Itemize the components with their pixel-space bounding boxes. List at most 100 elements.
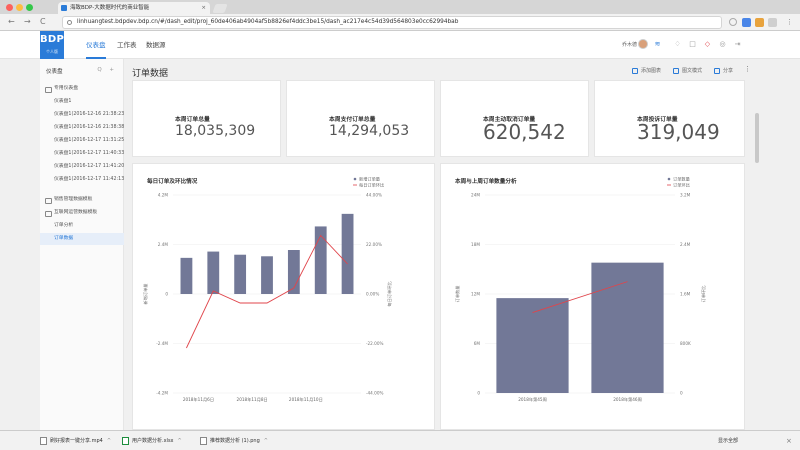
file-icon	[122, 437, 129, 445]
legend-label: 订单环比	[673, 182, 690, 189]
nav-datasource[interactable]: 数据源	[146, 41, 166, 49]
chevron-up-icon[interactable]: ^	[106, 438, 112, 444]
browser-menu-icon[interactable]: ⋮	[786, 18, 793, 26]
kpi-card-paid[interactable]: 本周支付订单总量 14,294,053	[286, 80, 435, 157]
y-tick-label: 6M	[474, 341, 481, 346]
chevron-up-icon[interactable]: ^	[263, 438, 268, 444]
y-tick-label: 0	[477, 391, 480, 396]
x-tick-label: 2018年11月6日	[183, 396, 214, 403]
wifi-icon[interactable]: ≋	[654, 40, 661, 48]
add-chart-button[interactable]: 添加图表	[632, 67, 661, 74]
download-item[interactable]: 推荐数据分析 (1).png ^	[200, 435, 268, 447]
kpi-card-cancelled[interactable]: 本周主动取消订单量 620,542	[440, 80, 589, 157]
more-icon[interactable]: ⋮	[744, 65, 751, 73]
y-tick-label: 0	[165, 292, 168, 297]
extension-icon-3[interactable]	[768, 18, 777, 27]
bar-5	[287, 250, 300, 294]
sidebar-item[interactable]: 仪表盘1(2016-12-16 21:38:38)	[54, 125, 124, 130]
share-label: 分享	[723, 68, 734, 74]
minimize-window-icon[interactable]	[16, 4, 23, 11]
kpi-card-orders[interactable]: 本周订单总量 18,035,309	[132, 80, 281, 157]
kpi-value: 18,035,309	[175, 123, 256, 139]
sidebar-item[interactable]: 仪表盘1(2016-12-17 11:40:33)	[54, 151, 124, 156]
bar-1	[496, 298, 569, 393]
download-label: 刷好报表一键分享.mp4	[50, 438, 103, 444]
sidebar-item-selected[interactable]: 订单数据	[40, 233, 124, 245]
y2-tick-label: -22.00%	[366, 341, 383, 346]
maximize-window-icon[interactable]	[26, 4, 33, 11]
bookmark-star-icon[interactable]	[729, 18, 737, 26]
downloads-bar: 刷好报表一键分享.mp4 ^ 用户数据分析.xlsx ^ 推荐数据分析 (1).pn…	[0, 430, 800, 450]
browser-tab-bar: 海致BDP-大数据时代的商业智能 ×	[0, 0, 800, 14]
sidebar-item[interactable]: 仪表盘1	[54, 99, 72, 104]
graphic-mode-button[interactable]: 图文模式	[673, 67, 702, 74]
tab-close-icon[interactable]: ×	[201, 5, 206, 11]
kpi-label: 本周主动取消订单量	[483, 117, 536, 123]
app-header: BDP 个人版 仪表盘 工作表 数据源 乔木德 ≋ ♢ □ ◇ ◎ ⇥	[0, 31, 800, 59]
kpi-value: 620,542	[483, 120, 566, 144]
x-tick-label: 2018年11月10日	[289, 396, 323, 403]
sidebar-folder[interactable]: 专用仪表盘	[40, 83, 124, 95]
sidebar-item[interactable]: 订单分析	[54, 223, 74, 228]
bar-7	[341, 213, 354, 294]
sidebar-item[interactable]: 仪表盘1(2016-12-17 11:41:20)	[54, 164, 124, 169]
close-downloads-icon[interactable]: ×	[786, 437, 792, 445]
kpi-label: 本周投诉订单量	[637, 117, 678, 123]
page-title: 订单数据	[132, 69, 169, 79]
logo-subtitle: 个人版	[46, 49, 58, 54]
share-button[interactable]: 分享	[714, 67, 733, 74]
sidebar-item[interactable]: 仪表盘1(2016-12-17 11:31:25)	[54, 138, 124, 143]
back-icon[interactable]: ←	[8, 17, 15, 26]
bdp-logo[interactable]: BDP 个人版	[40, 31, 64, 59]
kpi-label: 本周支付订单总量	[329, 117, 376, 123]
file-icon	[200, 437, 207, 445]
graphic-mode-label: 图文模式	[682, 68, 703, 74]
nav-worksheet[interactable]: 工作表	[117, 41, 137, 49]
close-window-icon[interactable]	[6, 4, 13, 11]
extension-icon[interactable]	[742, 18, 751, 27]
scrollbar[interactable]	[755, 113, 759, 163]
y-tick-label: 24M	[471, 193, 480, 198]
logout-icon[interactable]: ⇥	[734, 40, 741, 48]
legend-label: 订单数量	[673, 176, 690, 183]
new-tab-button[interactable]	[212, 4, 228, 13]
forward-icon[interactable]: →	[24, 17, 31, 26]
nav-dashboard[interactable]: 仪表盘	[86, 31, 106, 59]
chevron-up-icon[interactable]: ^	[177, 438, 182, 444]
avatar[interactable]	[638, 39, 648, 49]
download-label: 推荐数据分析 (1).png	[210, 438, 260, 444]
show-all-downloads-button[interactable]: 显示全部	[718, 438, 739, 444]
add-chart-label: 添加图表	[641, 68, 662, 74]
y-tick-label: 4.2M	[158, 193, 169, 198]
message-icon[interactable]: □	[689, 40, 696, 48]
kpi-label: 本周订单总量	[175, 117, 210, 123]
chart-card-daily[interactable]: 每日订单及环比情况 4.2M 44.00% 2.4M 22.00% 0 0.00% -2.4…	[132, 163, 435, 430]
bell-icon[interactable]: ♢	[674, 40, 681, 48]
url-input[interactable]: linhuangtest.bdpdev.bdp.cn/#/dash_edit/p…	[62, 16, 722, 29]
add-chart-icon	[632, 67, 638, 74]
sidebar-folder[interactable]: 销售管理数据模板	[40, 194, 124, 206]
download-item[interactable]: 用户数据分析.xlsx ^	[122, 435, 182, 447]
kpi-card-complaints[interactable]: 本周投诉订单量 319,049	[594, 80, 745, 157]
x-tick-label: 2018年11月8日	[237, 396, 268, 403]
notification-icon[interactable]: ◇	[704, 40, 711, 48]
y-axis-title: 新增订单量	[142, 284, 149, 305]
chart-card-weekly[interactable]: 本周与上周订单数量分析 0 0 6M 800K 12M 1.6M 18M 2.4M 24M 3.2…	[440, 163, 745, 430]
legend-label: 新增订单量	[359, 176, 380, 183]
extension-icon-2[interactable]	[755, 18, 764, 27]
sidebar-item[interactable]: 仪表盘1(2016-12-16 21:38:23)	[54, 112, 124, 117]
sidebar-search-add-icons[interactable]: Q +	[97, 67, 117, 73]
settings-icon[interactable]: ◎	[719, 40, 726, 48]
sidebar-item[interactable]: 仪表盘1(2016-12-17 11:42:13)	[54, 177, 124, 182]
download-item[interactable]: 刷好报表一键分享.mp4 ^	[40, 435, 111, 447]
kpi-value: 319,049	[637, 120, 720, 144]
user-name[interactable]: 乔木德	[622, 42, 638, 48]
y-tick-label: 18M	[471, 242, 480, 247]
legend-marker-bar	[667, 177, 671, 181]
y2-axis-title: 每日订单环比	[386, 281, 393, 306]
browser-tab[interactable]: 海致BDP-大数据时代的商业智能 ×	[58, 2, 210, 14]
reload-icon[interactable]: C	[40, 17, 46, 26]
dashboard-main: 订单数据 添加图表 图文模式 分享 ⋮ 本周订单总量 18,035,309 本周…	[124, 59, 758, 430]
tab-title: 海致BDP-大数据时代的商业智能	[70, 5, 150, 11]
sidebar-folder[interactable]: 互联网运营数据模板	[40, 207, 124, 219]
